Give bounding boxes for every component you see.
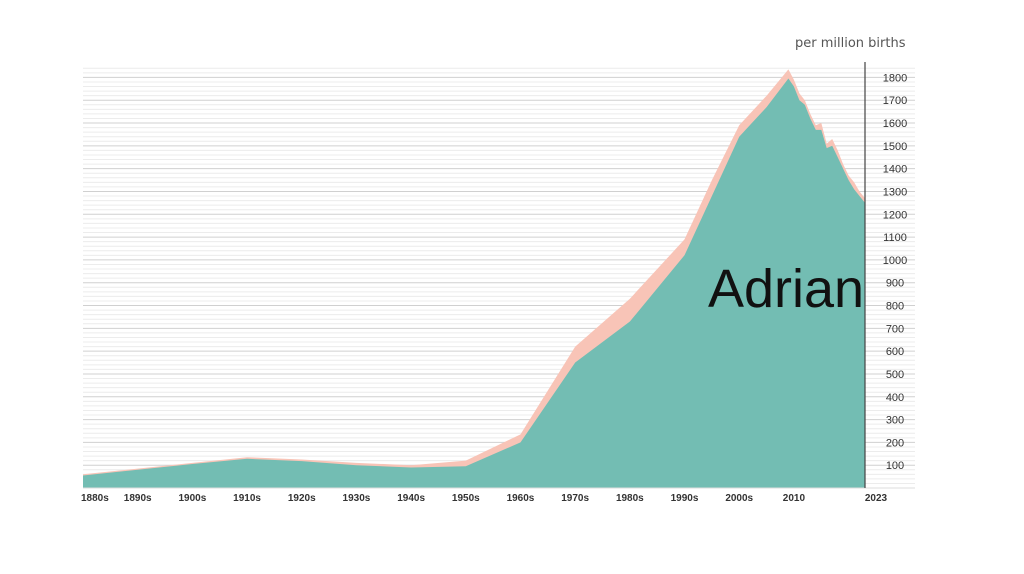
y-tick-label: 500 [886,369,904,381]
y-tick-label: 1400 [883,164,907,176]
x-tick-label: 1920s [288,493,316,504]
x-tick-label: 2010 [783,493,806,504]
x-tick-label: 1930s [343,493,371,504]
x-tick-label: 1900s [178,493,206,504]
y-tick-label: 1800 [883,72,907,84]
y-tick-label: 1700 [883,95,907,107]
x-tick-label: 1970s [561,493,589,504]
y-tick-label: 100 [886,460,904,472]
y-tick-label: 1500 [883,141,907,153]
y-tick-label: 700 [886,323,904,335]
x-tick-label: 1940s [397,493,425,504]
x-tick-label: 1960s [507,493,535,504]
y-tick-label: 1300 [883,186,907,198]
y-tick-label: 1000 [883,255,907,267]
area-series [83,69,865,489]
x-tick-labels: 1880s 1890s 1900s 1910s 1920s 1930s 1940s 1950s… [81,493,888,504]
x-tick-label: 1990s [671,493,699,504]
x-tick-label: 1890s [124,493,152,504]
y-tick-label: 1100 [883,232,907,244]
y-tick-label: 1600 [883,118,907,130]
name-label: Adrian [708,259,865,319]
y-tick-label: 1200 [883,209,907,221]
x-tick-label: 1880s [81,493,109,504]
y-tick-label: 800 [886,301,904,313]
x-tick-label: 1950s [452,493,480,504]
y-tick-label: 300 [886,415,904,427]
y-axis-unit-label: per million births [795,36,906,51]
y-tick-labels: 100 200 300 400 500 600 700 800 900 1000 1100 1200 1… [883,72,907,472]
y-tick-label: 200 [886,437,904,449]
x-tick-label: 2000s [725,493,753,504]
primary-area [83,78,865,488]
y-tick-label: 600 [886,346,904,358]
axes [83,62,915,489]
x-tick-label: 2023 [865,493,888,504]
y-tick-label: 400 [886,392,904,404]
y-tick-label: 900 [886,278,904,290]
x-tick-label: 1980s [616,493,644,504]
x-tick-label: 1910s [233,493,261,504]
